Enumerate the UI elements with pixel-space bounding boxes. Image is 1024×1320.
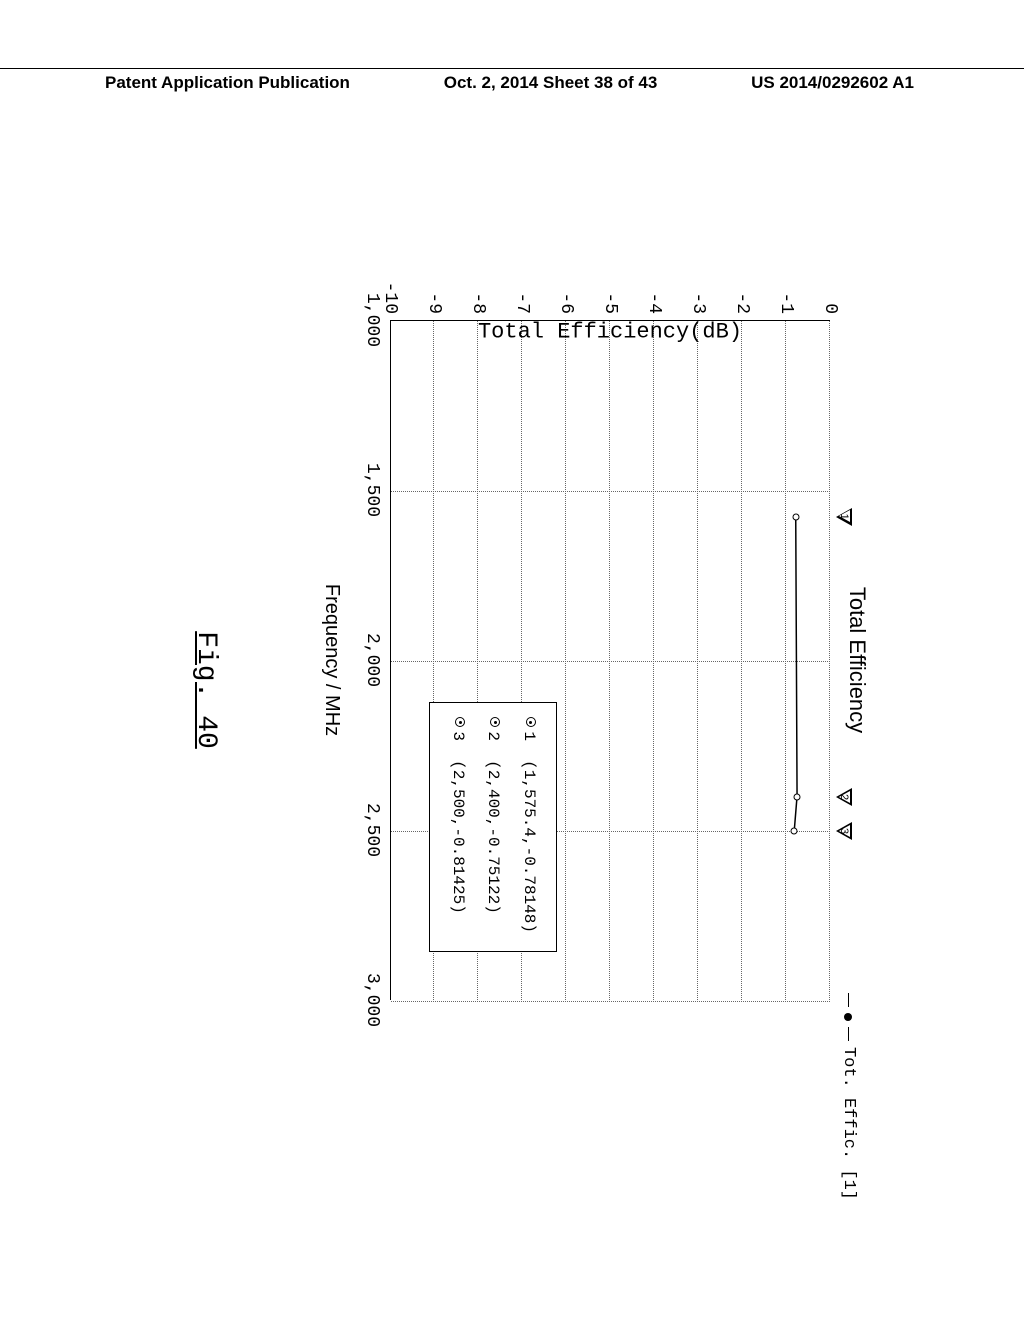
y-tick-label: -7 <box>512 278 532 314</box>
marker-number: 3 <box>838 828 850 834</box>
legend-marker-id: 2 <box>484 731 502 741</box>
efficiency-line <box>794 516 797 830</box>
legend-row: 1 (1,575.4,-0.78148) <box>510 717 545 933</box>
legend-marker-id: 3 <box>449 731 467 741</box>
plot-area: 1 2 3 1 (1,575.4,-0.78148)2 (2,400,-0.7512… <box>390 320 830 1000</box>
x-tick-label: 2,000 <box>362 633 382 687</box>
legend-line-icon <box>848 1027 850 1041</box>
marker-number: 1 <box>838 514 850 520</box>
x-axis-label: Frequency / MHz <box>320 584 343 736</box>
marker-legend: 1 (1,575.4,-0.78148)2 (2,400,-0.75122)3 … <box>429 702 557 952</box>
y-tick-label: -9 <box>424 278 444 314</box>
header-right: US 2014/0292602 A1 <box>751 73 914 93</box>
legend-line-icon <box>848 993 850 1007</box>
data-point-marker <box>793 794 800 801</box>
y-tick-label: 0 <box>820 278 840 314</box>
y-tick-label: -6 <box>556 278 576 314</box>
bullseye-icon <box>526 717 536 727</box>
y-axis-label: Total Efficiency(dB) <box>478 320 742 345</box>
y-tick-label: -10 <box>380 278 400 314</box>
x-tick-label: 3,000 <box>362 973 382 1027</box>
y-tick-label: -3 <box>688 278 708 314</box>
figure-wrap: Total Efficiency 123 1 (1,575.4,-0.78148… <box>80 140 950 1240</box>
legend-marker-value: (2,500,-0.81425) <box>449 760 467 914</box>
series-label: Tot. Effic. [1] <box>839 1047 858 1200</box>
legend-row: 3 (2,500,-0.81425) <box>440 717 475 933</box>
legend-marker-value: (2,400,-0.75122) <box>484 760 502 914</box>
efficiency-chart: Total Efficiency 123 1 (1,575.4,-0.78148… <box>390 320 830 1000</box>
x-tick-label: 2,500 <box>362 803 382 857</box>
x-tick-label: 1,500 <box>362 463 382 517</box>
y-tick-label: -4 <box>644 278 664 314</box>
legend-marker-value: (1,575.4,-0.78148) <box>520 760 538 933</box>
marker-number: 2 <box>838 794 850 800</box>
legend-dot-icon <box>845 1013 853 1021</box>
data-point-marker <box>792 513 799 520</box>
y-tick-label: -5 <box>600 278 620 314</box>
y-tick-label: -2 <box>732 278 752 314</box>
figure-number-label: Fig. 40 <box>190 631 221 749</box>
y-tick-label: -8 <box>468 278 488 314</box>
x-tick-label: 1,000 <box>362 293 382 347</box>
figure-rotated: Total Efficiency 123 1 (1,575.4,-0.78148… <box>80 140 950 1240</box>
data-point-marker <box>791 828 798 835</box>
series-legend: Tot. Effic. [1] <box>839 993 858 1200</box>
legend-row: 2 (2,400,-0.75122) <box>475 717 510 933</box>
header-left: Patent Application Publication <box>105 73 350 93</box>
bullseye-icon <box>455 717 465 727</box>
legend-marker-id: 1 <box>520 731 538 741</box>
y-tick-label: -1 <box>776 278 796 314</box>
page-header: Patent Application Publication Oct. 2, 2… <box>0 68 1024 93</box>
bullseye-icon <box>490 717 500 727</box>
header-center: Oct. 2, 2014 Sheet 38 of 43 <box>444 73 658 93</box>
